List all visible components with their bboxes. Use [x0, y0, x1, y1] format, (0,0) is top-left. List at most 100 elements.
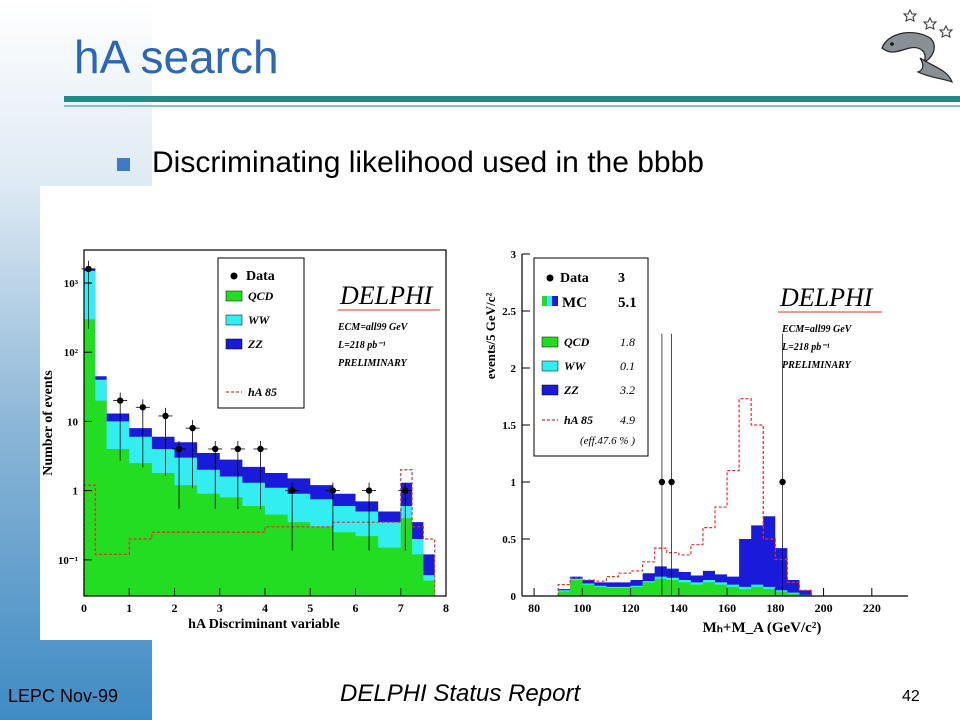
right-y-tick-label: 2.5 — [502, 306, 516, 318]
left-y-tick-label: 1 — [73, 486, 79, 498]
right-legend-label: WW — [564, 359, 587, 373]
right-y-tick-label: 1.5 — [502, 420, 516, 432]
left-x-tick-label: 1 — [126, 601, 132, 615]
right-legend-swatch — [541, 360, 559, 372]
left-legend-box — [217, 257, 305, 409]
left-delphi-label: DELPHI — [339, 281, 434, 310]
footer-center: DELPHI Status Report — [340, 680, 581, 707]
left-legend-swatch — [225, 290, 243, 302]
left-annotation-prelim: PRELIMINARY — [338, 358, 408, 369]
right-legend-signal-label: hA 85 — [564, 413, 593, 427]
slide-title: hA search — [74, 31, 279, 83]
left-data-point — [162, 412, 169, 420]
right-y-tick-label: 0 — [511, 591, 517, 603]
right-legend-signal-value: 4.9 — [620, 413, 635, 427]
delphi-dolphin-logo-icon — [881, 8, 954, 84]
right-x-tick-label: 160 — [718, 601, 736, 615]
left-data-point — [257, 445, 264, 453]
page-number: 42 — [902, 688, 920, 705]
right-x-tick-label: 80 — [528, 601, 540, 615]
left-data-point — [139, 404, 147, 411]
left-x-tick-label: 0 — [81, 601, 87, 615]
left-data-point — [329, 487, 337, 494]
right-annotation-prelim: PRELIMINARY — [782, 360, 852, 371]
left-data-point — [189, 424, 196, 432]
right-y-tick-label: 2 — [511, 363, 517, 375]
left-x-tick-label: 7 — [398, 601, 404, 615]
left-annotation-lumi: L=218 pb⁻¹ — [337, 340, 386, 351]
left-legend-label: WW — [248, 313, 271, 327]
left-x-tick-label: 8 — [443, 601, 449, 615]
right-legend-mc-value: 5.1 — [618, 295, 637, 311]
left-x-axis-label: hA Discriminant variable — [188, 617, 340, 632]
left-y-axis-label: Number of events — [41, 370, 56, 476]
right-legend-mc-zz — [552, 296, 558, 306]
left-data-point — [117, 397, 124, 404]
left-legend-signal-label: hA 85 — [248, 385, 277, 399]
right-legend-mc-qcd — [542, 296, 547, 306]
left-x-tick-label: 6 — [353, 601, 359, 615]
left-x-tick-label: 5 — [307, 601, 313, 615]
left-legend-data-label: Data — [246, 269, 275, 284]
right-y-tick-label: 3 — [511, 249, 517, 261]
left-data-point — [365, 487, 373, 494]
right-x-axis-label: Mₕ+M_A (GeV/c²) — [703, 620, 822, 636]
right-data-point — [658, 478, 666, 486]
left-y-tick-label: 10⁻¹ — [58, 555, 78, 567]
left-legend-data-marker — [230, 272, 238, 280]
right-x-tick-label: 220 — [863, 601, 881, 615]
right-annotation-lumi: L=218 pb⁻¹ — [781, 342, 830, 353]
footer-left: LEPC Nov-99 — [8, 686, 119, 706]
left-data-point — [85, 265, 92, 273]
right-data-point — [779, 478, 786, 486]
left-x-tick-label: 3 — [217, 601, 223, 615]
right-x-tick-label: 100 — [573, 601, 591, 615]
right-legend-value: 1.8 — [620, 335, 635, 349]
left-data-point — [288, 487, 296, 494]
right-y-axis-label: events/5 GeV/c² — [483, 293, 498, 380]
right-legend-swatch — [541, 336, 559, 348]
right-legend-mc-label: MC — [562, 295, 587, 311]
left-data-point — [175, 445, 183, 453]
right-y-tick-label: 1 — [511, 477, 517, 489]
right-legend-data-label: Data — [560, 271, 589, 286]
right-delphi-label: DELPHI — [779, 283, 874, 312]
right-legend-data-marker — [546, 274, 554, 282]
right-x-tick-label: 140 — [670, 601, 688, 615]
plots-panel: 0 1 2 3 4 5 6 7 8 10⁻¹ 1 1 0 10² 10³ hA Discriminant va… — [40, 186, 936, 640]
right-x-tick-label: 120 — [622, 601, 640, 615]
left-legend-label: QCD — [248, 289, 274, 303]
right-legend-mc-ww — [547, 296, 552, 306]
right-legend-label: ZZ — [563, 383, 579, 397]
bullet-text: Discriminating likelihood used in the bb… — [152, 146, 704, 179]
bullet-marker — [117, 158, 130, 171]
right-legend-value: 0.1 — [620, 359, 635, 373]
right-x-tick-label: 180 — [766, 601, 784, 615]
right-legend-note: (eff.47.6 % ) — [580, 435, 635, 447]
left-legend-swatch — [225, 338, 243, 350]
left-data-point — [234, 445, 242, 453]
left-annotation-ecm: ECM=all99 GeV — [337, 322, 409, 333]
right-qcd-hist — [558, 578, 812, 596]
left-legend-label: ZZ — [247, 337, 263, 351]
right-data-point — [668, 478, 675, 486]
right-x-tick-label: 200 — [815, 601, 833, 615]
title-rule — [64, 96, 960, 102]
right-legend-value: 3.2 — [619, 383, 635, 397]
right-y-tick-label: 0.5 — [502, 534, 516, 546]
right-legend-swatch — [541, 384, 559, 396]
left-y-tick-label: 10² — [64, 347, 79, 359]
title-rule-thin — [64, 105, 960, 107]
left-x-tick-label: 4 — [262, 601, 268, 615]
left-x-tick-label: 2 — [172, 601, 178, 615]
left-signal-line — [83, 469, 436, 596]
left-qcd-hist — [84, 319, 435, 596]
right-legend-box — [533, 257, 649, 457]
left-legend-swatch — [225, 314, 243, 326]
plots-svg: 0 1 2 3 4 5 6 7 8 10⁻¹ 1 1 0 10² 10³ hA Discriminant va… — [41, 249, 908, 636]
left-y-tick-label: 10³ — [64, 278, 79, 290]
right-zz-hist — [558, 516, 812, 596]
left-data-point — [402, 487, 409, 494]
right-annotation-ecm: ECM=all99 GeV — [781, 324, 853, 335]
left-data-point — [212, 445, 219, 453]
